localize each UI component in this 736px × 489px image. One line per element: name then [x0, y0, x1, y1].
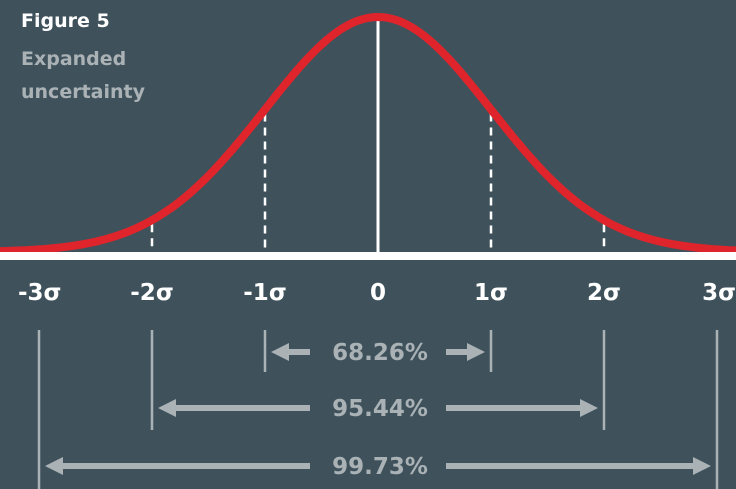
- tick-label: -1σ: [243, 280, 286, 306]
- sigma-guide-lines: [150, 113, 606, 252]
- tick-label: 0: [370, 280, 386, 306]
- interval-1: 68.26%: [263, 330, 493, 372]
- tick-label: -2σ: [130, 280, 173, 306]
- interval-arrow-right: [446, 457, 711, 475]
- tick-label: 1σ: [474, 280, 508, 306]
- interval-2: 95.44%: [150, 330, 606, 430]
- interval-label: 68.26%: [332, 340, 428, 366]
- interval-label: 95.44%: [332, 396, 428, 422]
- x-axis-tick-labels: -3σ -2σ -1σ 0 1σ 2σ 3σ: [18, 280, 736, 306]
- figure-title: Figure 5: [21, 10, 110, 32]
- interval-markers: 68.26% 95.44% 99.73%: [37, 330, 719, 489]
- figure-subtitle: Expanded uncertainty: [21, 48, 145, 103]
- interval-arrow-left: [158, 399, 310, 417]
- interval-3: 99.73%: [37, 330, 719, 489]
- tick-label: -3σ: [18, 280, 61, 306]
- interval-label: 99.73%: [332, 454, 428, 480]
- interval-arrow-left: [45, 457, 310, 475]
- bell-curve: [0, 12, 736, 256]
- tick-label: 3σ: [702, 280, 736, 306]
- interval-arrow-right: [446, 399, 598, 417]
- interval-arrow-right: [446, 343, 485, 361]
- tick-label: 2σ: [587, 280, 621, 306]
- interval-arrow-left: [271, 343, 310, 361]
